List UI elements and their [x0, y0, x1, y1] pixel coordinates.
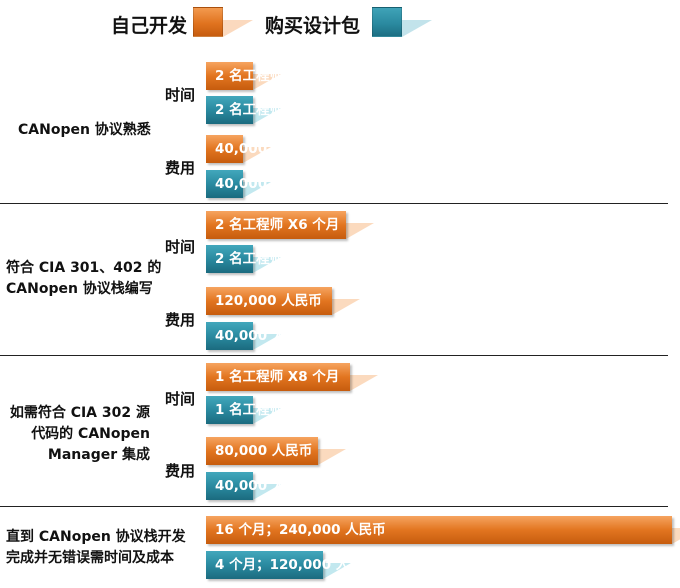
bar-buy-kit: 40,000 人民币	[206, 322, 312, 350]
bar-reflection	[318, 449, 346, 465]
legend-label-self-dev: 自己开发	[111, 15, 188, 37]
section-divider	[0, 506, 668, 507]
section-label-line: CANopen 协议栈编写	[6, 281, 153, 297]
legend-swatch-self-dev	[193, 7, 223, 37]
legend-swatch-buy-kit-reflection	[402, 20, 432, 37]
bar-reflection	[253, 108, 281, 124]
time-label: 时间	[165, 238, 196, 256]
section-label: 如需符合 CIA 302 源代码的 CANopen Manager 集成	[10, 403, 150, 466]
section-label-line: CANopen 协议熟悉	[18, 122, 151, 138]
bar-buy-kit: 1 名工程师 X1 周	[206, 396, 326, 424]
section-label-line: Manager 集成	[47, 447, 150, 463]
bar-buy-kit: 2 名工程师 X1 周	[206, 245, 326, 273]
section-label: 直到 CANopen 协议栈开发 完成并无错误需时间及成本	[6, 527, 186, 569]
bar-reflection	[243, 182, 271, 198]
section-label-line: 如需符合 CIA 302 源	[9, 405, 150, 421]
bar-reflection	[253, 484, 281, 500]
bar-reflection	[672, 528, 680, 544]
bar-buy-kit: 4 个月；120,000 人民币	[206, 551, 376, 579]
cost-label: 费用	[165, 311, 196, 329]
section-label-line: 完成并无错误需时间及成本	[6, 550, 174, 566]
bar-reflection	[243, 147, 271, 163]
legend-swatch-buy-kit	[372, 7, 402, 37]
bar-buy-kit: 40,000 人民币	[206, 472, 312, 500]
section-label: CANopen 协议熟悉	[18, 120, 151, 141]
bar-reflection	[350, 375, 378, 391]
section-divider	[0, 355, 668, 356]
bar-buy-kit: 2 名工程师 X2 个月	[206, 96, 339, 124]
cost-label: 费用	[165, 462, 196, 480]
time-label: 时间	[165, 86, 196, 104]
bar-self-dev: 2 名工程师 X2 个月	[206, 62, 339, 90]
bar-reflection	[253, 334, 281, 350]
bar-self-dev: 120,000 人民币	[206, 287, 332, 315]
section-label-line: 符合 CIA 301、402 的	[6, 260, 162, 276]
section-label: 符合 CIA 301、402 的 CANopen 协议栈编写	[6, 258, 161, 300]
bar-self-dev: 2 名工程师 X6 个月	[206, 211, 346, 239]
legend-label-buy-kit: 购买设计包	[265, 15, 361, 37]
bar-reflection	[332, 299, 360, 315]
bar-buy-kit: 40,000 人民币	[206, 170, 312, 198]
bar-reflection	[253, 74, 281, 90]
bar-reflection	[323, 563, 351, 579]
section-label-line: 直到 CANopen 协议栈开发	[6, 529, 186, 545]
bar-self-dev: 16 个月；240,000 人民币	[206, 516, 672, 544]
section-divider	[0, 203, 668, 204]
cost-label: 费用	[165, 159, 196, 177]
bar-self-dev: 1 名工程师 X8 个月	[206, 363, 350, 391]
legend-swatch-self-dev-reflection	[223, 20, 253, 37]
section-label-line: 代码的 CANopen	[31, 426, 150, 442]
bar-self-dev: 40,000 人民币	[206, 135, 312, 163]
bar-reflection	[253, 257, 281, 273]
bar-reflection	[346, 223, 374, 239]
bar-self-dev: 80,000 人民币	[206, 437, 318, 465]
bar-reflection	[253, 408, 281, 424]
time-label: 时间	[165, 390, 196, 408]
